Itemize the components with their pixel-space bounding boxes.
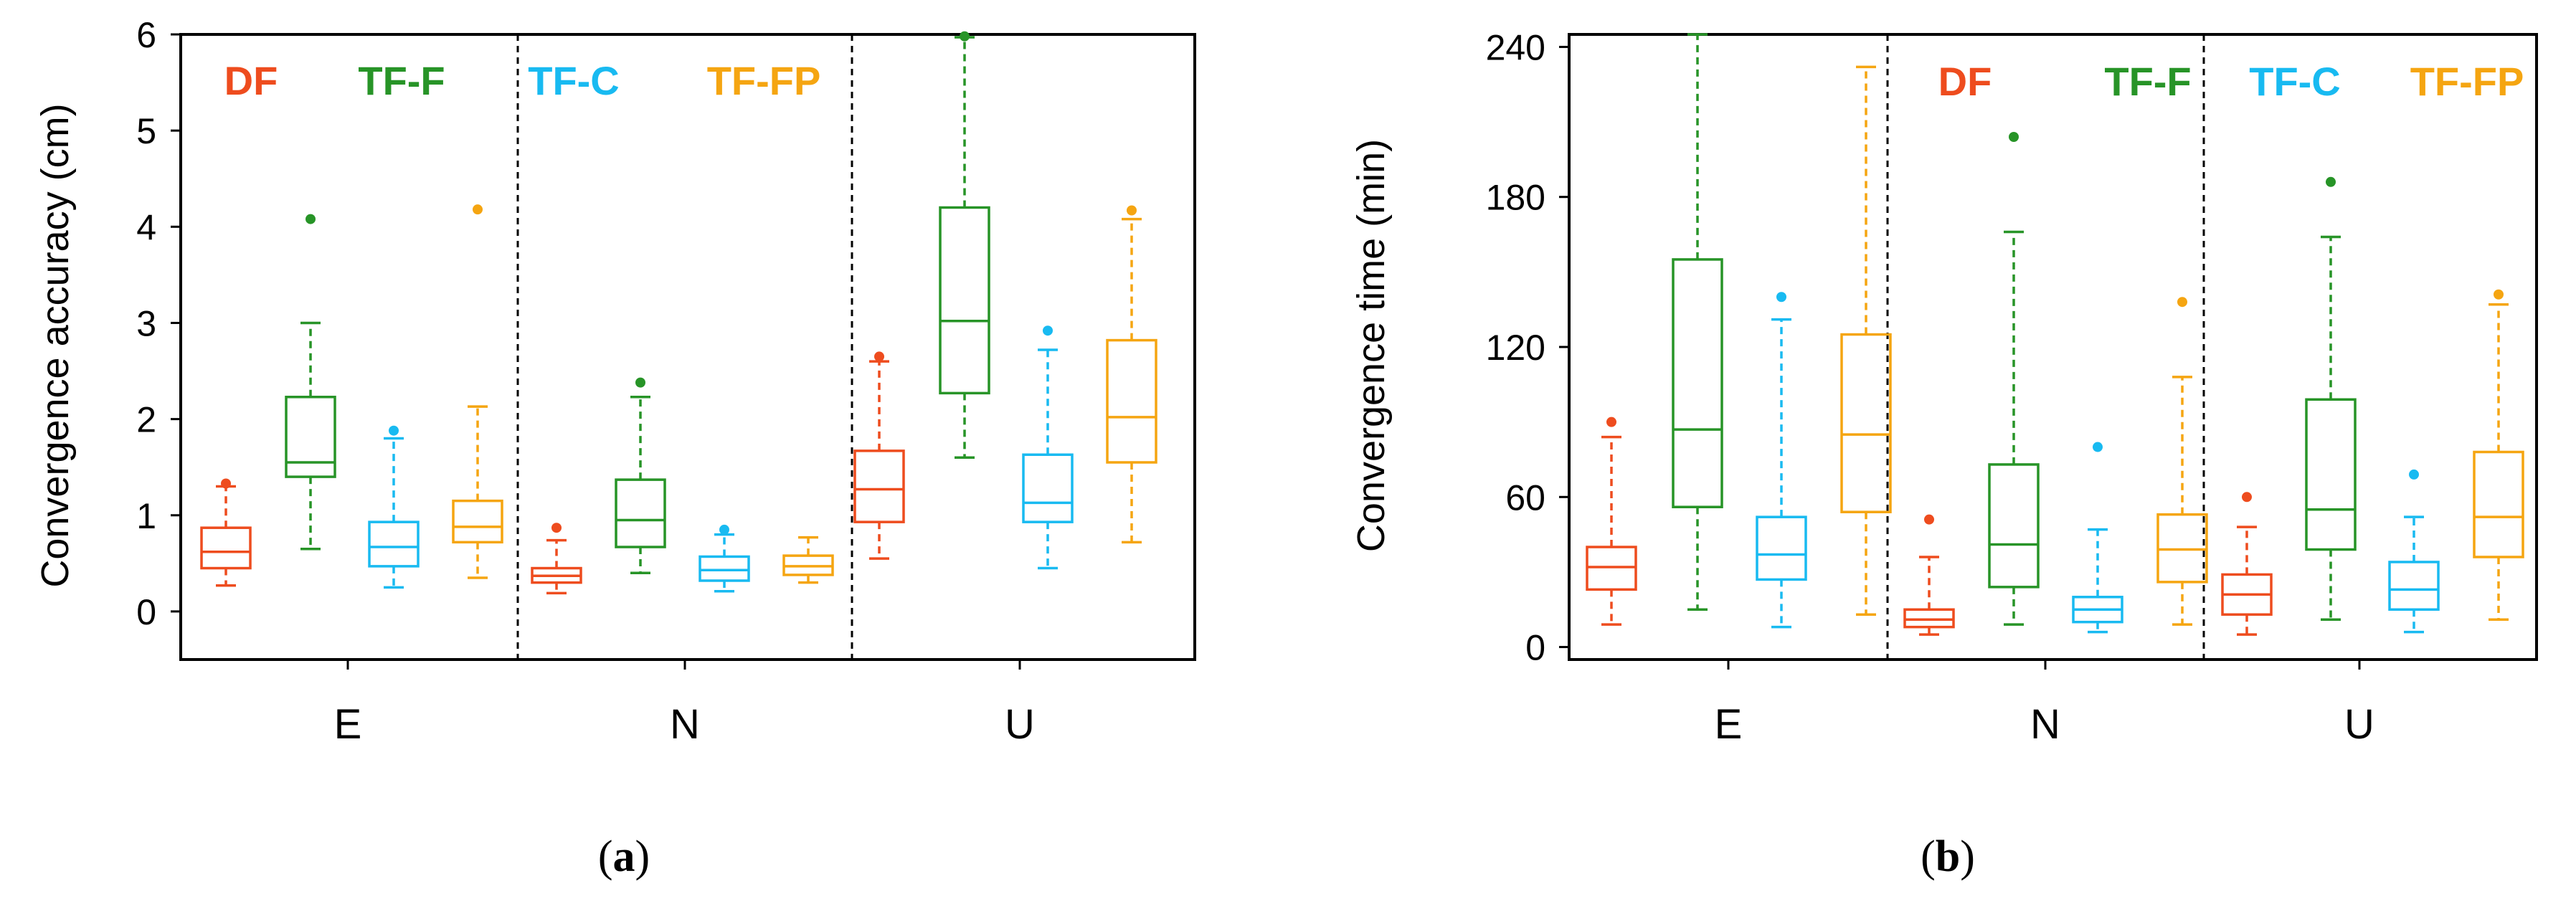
plot-frame: [1568, 33, 2538, 661]
box-TF-FP-E: [1840, 65, 1892, 616]
box-body: [699, 555, 750, 582]
box-body: [200, 526, 252, 570]
y-axis-title: Convergence time (min): [1350, 139, 1393, 552]
legend-TF-FP: TF-FP: [2410, 59, 2524, 104]
outlier-point: [1606, 417, 1616, 427]
category-label-E: E: [1715, 701, 1743, 748]
box-body: [1756, 515, 1807, 581]
category-label-E: E: [334, 701, 362, 748]
outlier-point: [389, 425, 399, 436]
panel-label: (b): [1921, 832, 1975, 881]
box-DF-N: [1903, 514, 1955, 636]
outlier-point: [2009, 132, 2019, 143]
y-tick-label: 5: [136, 111, 156, 151]
box-TF-C-N: [2072, 442, 2123, 634]
outlier-point: [551, 523, 562, 533]
y-axis-title: Convergence accuracy (cm): [34, 103, 77, 587]
outlier-point: [2409, 469, 2419, 480]
panel-label: (a): [598, 832, 650, 881]
box-body: [285, 396, 336, 478]
outlier-point: [2177, 297, 2187, 308]
legend-TF-C: TF-C: [2249, 59, 2341, 104]
y-tick-label: 3: [136, 303, 156, 343]
box-body: [853, 449, 905, 523]
box-body: [2388, 561, 2440, 611]
box-body: [1672, 258, 1723, 508]
panel-letter: a: [613, 832, 635, 881]
category-label-N: N: [2030, 701, 2060, 748]
plot-frame: [179, 33, 1196, 661]
y-tick-label: 0: [136, 592, 156, 632]
box-TF-FP-N: [2156, 297, 2208, 626]
category-label-N: N: [670, 701, 700, 748]
y-tick-label: 120: [1486, 328, 1545, 368]
box-body: [1022, 453, 1074, 523]
outlier-point: [2242, 492, 2252, 503]
box-TF-F-N: [1988, 132, 2040, 626]
category-label-U: U: [1005, 701, 1035, 748]
outlier-point: [1043, 325, 1053, 336]
panel-letter: b: [1936, 832, 1960, 881]
box-TF-F-U: [939, 31, 990, 460]
y-tick-label: 6: [136, 15, 156, 55]
box-body: [1106, 338, 1157, 464]
y-tick-label: 60: [1505, 477, 1545, 518]
y-tick-label: 240: [1486, 27, 1545, 67]
y-tick-label: 0: [1525, 628, 1545, 668]
box-TF-F-E: [285, 214, 336, 551]
outlier-point: [1127, 205, 1137, 216]
box-body: [2473, 450, 2524, 558]
outlier-point: [306, 214, 316, 224]
box-body: [452, 499, 503, 544]
box-DF-U: [2221, 492, 2273, 636]
outlier-point: [2326, 176, 2336, 187]
legend-TF-C: TF-C: [528, 58, 620, 103]
box-TF-F-U: [2305, 176, 2357, 621]
box-TF-FP-U: [1106, 205, 1157, 544]
outlier-point: [960, 31, 970, 42]
box-TF-C-E: [368, 425, 420, 589]
chart-panel-a: 0 1 2 3 4 5 6 Convergence accuracy (cm) E N U DF TF-…: [34, 15, 1196, 881]
outlier-point: [874, 351, 884, 362]
legend-TF-F: TF-F: [358, 58, 445, 103]
outlier-point: [221, 478, 231, 489]
y-tick-label: 180: [1486, 178, 1545, 218]
box-body: [615, 478, 666, 548]
outlier-point: [1924, 514, 1934, 525]
box-body: [2305, 398, 2357, 551]
category-label-U: U: [2344, 701, 2374, 748]
box-body: [1840, 333, 1892, 513]
legend-TF-FP: TF-FP: [707, 58, 821, 103]
outlier-point: [635, 377, 645, 388]
box-DF-E: [200, 478, 252, 587]
y-tick-label: 1: [136, 496, 156, 536]
outlier-point: [2494, 289, 2504, 300]
box-DF-E: [1586, 417, 1637, 626]
box-TF-C-U: [1022, 325, 1074, 570]
box-TF-F-E: [1672, 33, 1723, 611]
outlier-point: [473, 204, 483, 215]
chart-panel-b: 0 60 120 180 240 Convergence time (min) E N U DF T…: [1350, 27, 2538, 881]
box-TF-C-U: [2388, 469, 2440, 634]
box-TF-C-E: [1756, 292, 1807, 629]
y-tick-label: 2: [136, 400, 156, 440]
outlier-point: [1776, 292, 1786, 303]
box-TF-FP-N: [782, 536, 834, 584]
box-DF-N: [531, 523, 582, 595]
box-TF-F-N: [615, 377, 666, 575]
outlier-point: [2093, 442, 2103, 452]
box-body: [1988, 463, 2040, 589]
box-TF-FP-E: [452, 204, 503, 579]
box-TF-C-N: [699, 524, 750, 593]
box-TF-FP-U: [2473, 289, 2524, 621]
box-body: [368, 520, 420, 568]
legend-DF: DF: [224, 58, 278, 103]
legend-TF-F: TF-F: [2104, 59, 2191, 104]
box-DF-U: [853, 351, 905, 560]
y-tick-label: 4: [136, 207, 156, 247]
legend-DF: DF: [1938, 59, 1992, 104]
box-body: [939, 206, 990, 395]
outlier-point: [719, 524, 729, 535]
